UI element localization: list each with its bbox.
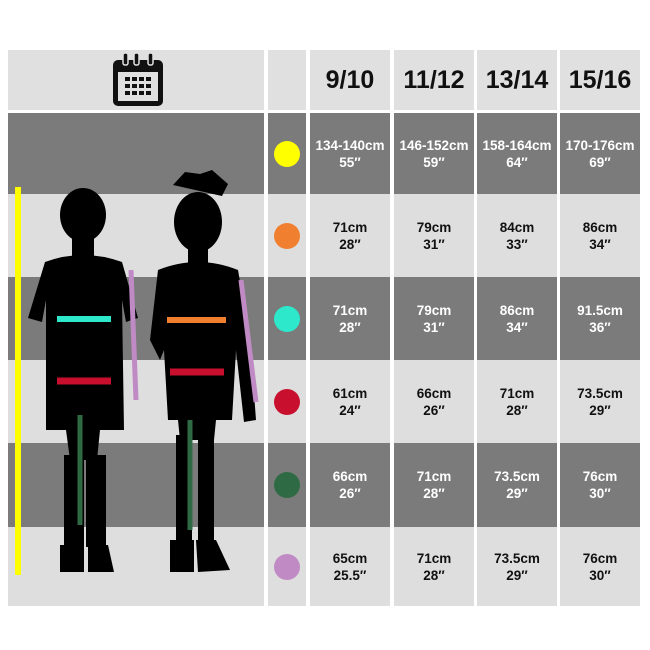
measurement-cm: 73.5cm <box>494 550 540 566</box>
measurement-cell: 79cm 31″ <box>394 194 474 277</box>
row-band <box>8 443 264 527</box>
measure-dot-cell <box>268 443 306 527</box>
calendar-icon <box>113 52 163 106</box>
measurement-in: 34″ <box>506 319 528 335</box>
measure-dot-cell <box>268 360 306 443</box>
measurement-cm: 170-176cm <box>565 137 635 153</box>
measurement-cell: 71cm 28″ <box>310 277 390 360</box>
measurement-cm: 84cm <box>499 219 535 235</box>
measurement-cell: 158-164cm 64″ <box>477 113 557 194</box>
girl-silhouette <box>150 170 256 572</box>
size-header: 13/14 <box>477 50 557 110</box>
measurement-cm: 71cm <box>499 385 535 401</box>
measurement-cell: 84cm 33″ <box>477 194 557 277</box>
measurement-cell: 146-152cm 59″ <box>394 113 474 194</box>
measurement-cm: 134-140cm <box>315 137 385 153</box>
measurement-cm: 71cm <box>416 550 452 566</box>
measurement-cell: 73.5cm 29″ <box>477 527 557 606</box>
measurement-cell: 76cm 30″ <box>560 443 640 527</box>
measurement-in: 69″ <box>589 154 611 170</box>
size-header: 11/12 <box>394 50 474 110</box>
measurement-in: 36″ <box>589 319 611 335</box>
measure-dot-cell <box>268 194 306 277</box>
measurement-in: 28″ <box>423 567 445 583</box>
measurement-cell: 71cm 28″ <box>310 194 390 277</box>
measurement-cm: 71cm <box>416 469 452 484</box>
measurement-cell: 134-140cm 55″ <box>310 113 390 194</box>
measurement-cell: 86cm 34″ <box>477 277 557 360</box>
measurement-in: 31″ <box>423 236 445 252</box>
measurement-cell: 91.5cm 36″ <box>560 277 640 360</box>
measurement-cm: 76cm <box>582 469 618 484</box>
children-silhouettes <box>15 170 259 575</box>
measure-color-dot <box>274 140 300 167</box>
measurement-cm: 66cm <box>416 385 452 401</box>
measurement-cm: 146-152cm <box>399 137 469 153</box>
measurement-cell: 61cm 24″ <box>310 360 390 443</box>
measurement-cm: 86cm <box>499 302 535 318</box>
measurement-cell: 170-176cm 69″ <box>560 113 640 194</box>
measurement-in: 33″ <box>506 236 528 252</box>
measure-dot-cell <box>268 527 306 606</box>
measure-color-dot <box>274 222 300 249</box>
measurement-cell: 73.5cm 29″ <box>477 443 557 527</box>
measurement-cm: 73.5cm <box>494 469 540 484</box>
measure-color-dot <box>274 305 300 332</box>
measurement-cm: 91.5cm <box>577 302 623 318</box>
measurement-in: 30″ <box>589 567 611 583</box>
measurement-cm: 158-164cm <box>482 137 552 153</box>
measurement-cell: 76cm 30″ <box>560 527 640 606</box>
measurement-in: 29″ <box>589 402 611 418</box>
measurement-cm: 86cm <box>582 219 618 235</box>
measurement-cm: 71cm <box>332 302 368 318</box>
header-icon-cell <box>8 50 264 110</box>
measure-dot-cell <box>268 277 306 360</box>
measurement-cm: 73.5cm <box>577 385 623 401</box>
size-header: 15/16 <box>560 50 640 110</box>
measurement-cm: 79cm <box>416 219 452 235</box>
size-header: 9/10 <box>310 50 390 110</box>
measurement-in: 30″ <box>589 486 611 501</box>
measurement-cell: 65cm 25.5″ <box>310 527 390 606</box>
measurement-cm: 79cm <box>416 302 452 318</box>
measurement-cell: 71cm 28″ <box>394 527 474 606</box>
measurement-in: 25.5″ <box>333 567 367 583</box>
measurement-cell: 71cm 28″ <box>394 443 474 527</box>
measurement-in: 29″ <box>506 567 528 583</box>
measurement-in: 29″ <box>506 486 528 501</box>
measurement-cell: 79cm 31″ <box>394 277 474 360</box>
measure-color-dot <box>274 553 300 580</box>
measurement-in: 28″ <box>423 486 445 501</box>
measurement-in: 59″ <box>423 154 445 170</box>
measure-color-dot <box>274 472 300 498</box>
measurement-in: 26″ <box>423 402 445 418</box>
measurement-in: 31″ <box>423 319 445 335</box>
header-dot-cell <box>268 50 306 110</box>
girl-arm-guide <box>238 279 259 403</box>
measurement-in: 55″ <box>339 154 361 170</box>
measurement-cm: 65cm <box>332 550 368 566</box>
measurement-cell: 66cm 26″ <box>310 443 390 527</box>
measurement-cm: 76cm <box>582 550 618 566</box>
measure-dot-cell <box>268 113 306 194</box>
measurement-in: 34″ <box>589 236 611 252</box>
measurement-in: 26″ <box>339 486 361 501</box>
measurement-cell: 73.5cm 29″ <box>560 360 640 443</box>
boy-arm-guide <box>128 269 139 401</box>
measurement-in: 28″ <box>339 236 361 252</box>
measurement-cm: 61cm <box>332 385 368 401</box>
measurement-in: 64″ <box>506 154 528 170</box>
measurement-in: 28″ <box>339 319 361 335</box>
measurement-cell: 86cm 34″ <box>560 194 640 277</box>
measurement-in: 28″ <box>506 402 528 418</box>
measurement-cm: 71cm <box>332 219 368 235</box>
measurement-in: 24″ <box>339 402 361 418</box>
measurement-cell: 66cm 26″ <box>394 360 474 443</box>
measure-color-dot <box>274 388 300 415</box>
boy-silhouette <box>28 188 138 572</box>
measurement-cell: 71cm 28″ <box>477 360 557 443</box>
measurement-cm: 66cm <box>332 469 368 484</box>
